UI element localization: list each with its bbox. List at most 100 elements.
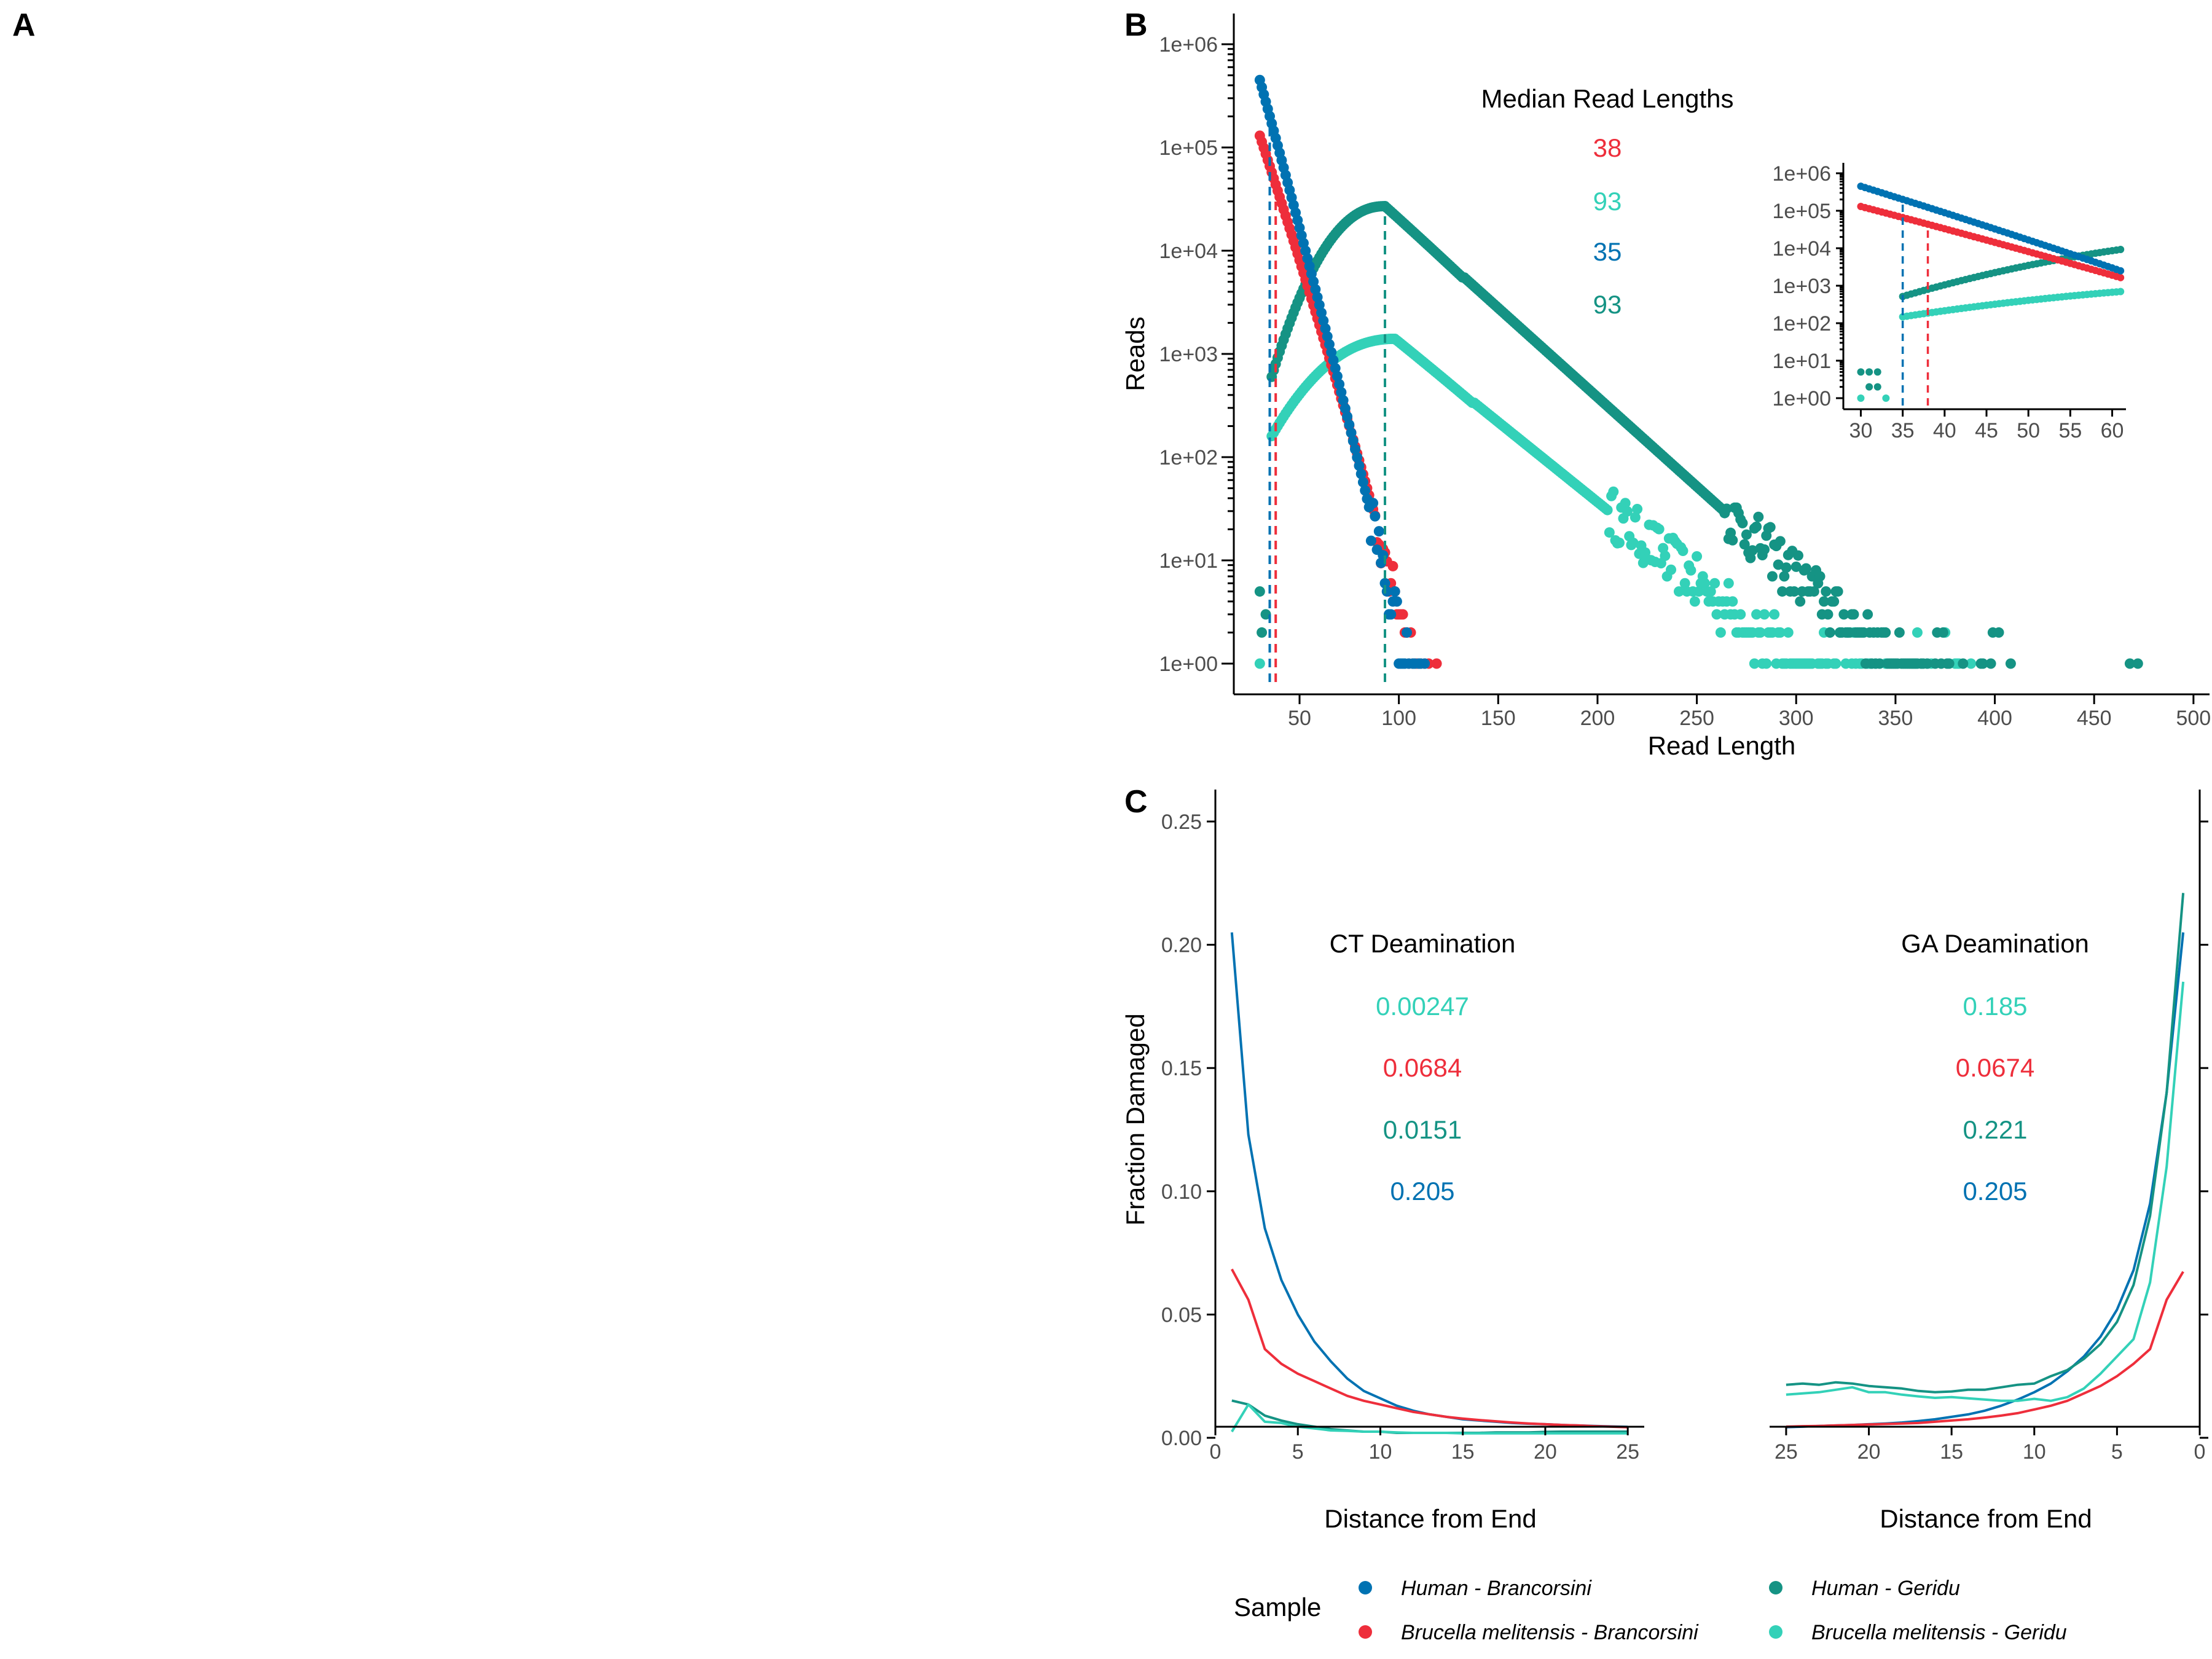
point-brucella-melitensis-geridu: [1614, 537, 1625, 548]
point-human-brancorsini: [1389, 586, 1400, 597]
point-brucella-melitensis-geridu: [1723, 578, 1734, 589]
inset-point-brucella-melitensis-geridu: [1857, 394, 1865, 402]
damage-y-tick-label: 0.15: [1161, 1057, 1202, 1080]
point-brucella-melitensis-geridu: [1755, 627, 1766, 638]
point-human-brancorsini: [1339, 403, 1351, 414]
legend-label-human-brancorsini: Human - Brancorsini: [1401, 1577, 1592, 1600]
point-human-geridu: [1260, 609, 1271, 620]
panel-label-c: C: [1124, 784, 1148, 820]
point-human-geridu: [1790, 561, 1802, 572]
point-human-brancorsini: [1360, 485, 1371, 496]
point-human-geridu: [1821, 586, 1832, 597]
point-human-geridu: [1814, 571, 1826, 582]
inset-y-tick-label: 1e+00: [1773, 387, 1832, 410]
point-human-geridu: [1822, 609, 1834, 620]
median-brucella-geridu: 93: [1593, 187, 1622, 216]
inset-point-human-geridu: [1865, 368, 1873, 376]
ct-x-tick-label: 15: [1451, 1440, 1475, 1464]
ga-x-tick-label: 25: [1775, 1440, 1798, 1464]
point-human-brancorsini: [1368, 498, 1379, 509]
damage-y-tick-label: 0.20: [1161, 934, 1202, 957]
inset-x-tick-label: 35: [1891, 419, 1915, 442]
point-human-geridu: [1848, 609, 1859, 620]
inset-y-tick-label: 1e+01: [1773, 350, 1832, 373]
point-human-brancorsini: [1316, 307, 1327, 318]
x-tick-label: 250: [1679, 707, 1714, 730]
legend-title: Sample: [1234, 1593, 1321, 1622]
point-human-geridu: [1824, 627, 1835, 638]
point-human-brancorsini: [1320, 323, 1331, 334]
ct-x-tick-label: 0: [1210, 1440, 1222, 1464]
inset-points: [1857, 182, 2125, 402]
inset-x-ticks: 30 35 40 45 50 55 60: [1849, 409, 2124, 442]
point-human-geridu: [1880, 627, 1891, 638]
point-human-brancorsini: [1365, 535, 1376, 546]
point-human-geridu: [1795, 596, 1806, 607]
point-human-geridu: [1775, 536, 1786, 547]
inset-point-human-geridu: [1873, 383, 1881, 391]
point-human-geridu: [1832, 586, 1843, 597]
point-human-geridu: [1737, 517, 1748, 528]
point-human-brancorsini: [1346, 427, 1357, 438]
point-human-geridu: [1767, 571, 1778, 582]
median-lengths-title: Median Read Lengths: [1481, 84, 1734, 113]
point-brucella-melitensis-geridu: [1692, 551, 1703, 562]
panel-label-b: B: [1124, 7, 1148, 43]
point-human-brancorsini: [1336, 386, 1347, 398]
inset-y-ticks: 1e+00 1e+01 1e+02 1e+03 1e+04 1e+05 1e+06: [1773, 162, 1843, 410]
ct-damage-lines: [1230, 932, 1628, 1435]
ga-x-ticks: 25 20 15 10 5 0: [1775, 1427, 2205, 1464]
read-length-chart: 1e+00 1e+01 1e+02 1e+03 1e+04 1e+05 1e+06 50 10…: [1121, 14, 2211, 760]
median-human-geridu: 93: [1593, 290, 1622, 319]
x-tick-label: 200: [1580, 707, 1615, 730]
x-tick-label: 450: [2077, 707, 2112, 730]
inset-point-human-geridu: [1873, 368, 1881, 376]
point-human-brancorsini: [1338, 395, 1349, 406]
point-human-geridu: [1781, 562, 1792, 573]
point-brucella-melitensis-geridu: [1608, 486, 1619, 497]
damage-y-tick-label: 0.00: [1161, 1427, 1202, 1450]
point-brucella-melitensis-brancorsini: [1387, 560, 1398, 571]
ct-title: CT Deamination: [1330, 929, 1516, 958]
point-human-geridu: [1818, 596, 1829, 607]
median-brucella-brancorsini: 38: [1593, 133, 1622, 162]
point-human-brancorsini: [1330, 363, 1341, 374]
point-human-geridu: [1862, 609, 1873, 620]
point-brucella-melitensis-geridu: [1709, 578, 1720, 589]
legend: Sample Human - Brancorsini Human - Gerid…: [1234, 1577, 2067, 1644]
point-brucella-melitensis-geridu: [1700, 578, 1711, 589]
legend-key-human-brancorsini: [1359, 1581, 1372, 1594]
point-human-brancorsini: [1326, 347, 1337, 358]
ga-damage-lines: [1786, 893, 2185, 1429]
ga-value-brucella-brancorsini: 0.0674: [1956, 1053, 2034, 1082]
point-brucella-melitensis-geridu: [1673, 586, 1684, 597]
median-lines: [1268, 116, 1387, 682]
point-human-geridu: [1751, 521, 1762, 532]
point-brucella-melitensis-geridu: [1705, 586, 1716, 597]
damage-y-ticks: 0.00 0.05 0.10 0.15 0.20 0.25: [1161, 810, 1215, 1450]
point-brucella-melitensis-geridu: [1759, 609, 1770, 620]
inset-point-human-geridu: [1857, 368, 1865, 376]
point-brucella-melitensis-geridu: [1677, 545, 1688, 556]
point-human-geridu: [1808, 586, 1819, 597]
point-human-geridu: [1773, 559, 1784, 570]
inset-x-tick-label: 55: [2058, 419, 2082, 442]
point-human-geridu: [1943, 658, 1955, 669]
point-brucella-melitensis-geridu: [1769, 609, 1780, 620]
ga-line-brucella-melitensis-geridu: [1786, 981, 2185, 1402]
legend-key-brucella-geridu: [1769, 1625, 1783, 1639]
ct-value-human-brancorsini: 0.205: [1390, 1177, 1454, 1206]
inset-x-tick-label: 60: [2101, 419, 2124, 442]
inset-point-human-brancorsini: [2117, 267, 2125, 275]
ct-x-axis-title: Distance from End: [1324, 1504, 1536, 1533]
ga-line-human-geridu: [1786, 893, 2185, 1394]
point-human-geridu: [1753, 511, 1764, 522]
legend-label-brucella-brancorsini: Brucella melitensis - Brancorsini: [1401, 1621, 1699, 1644]
ga-value-human-geridu: 0.221: [1963, 1115, 2027, 1144]
ct-line-brucella-melitensis-geridu: [1231, 1403, 1628, 1435]
point-human-brancorsini: [1328, 355, 1339, 366]
y-tick-label: 1e+04: [1159, 240, 1218, 263]
ga-value-human-brancorsini: 0.205: [1963, 1177, 2027, 1206]
point-brucella-melitensis-geridu: [1727, 596, 1738, 607]
